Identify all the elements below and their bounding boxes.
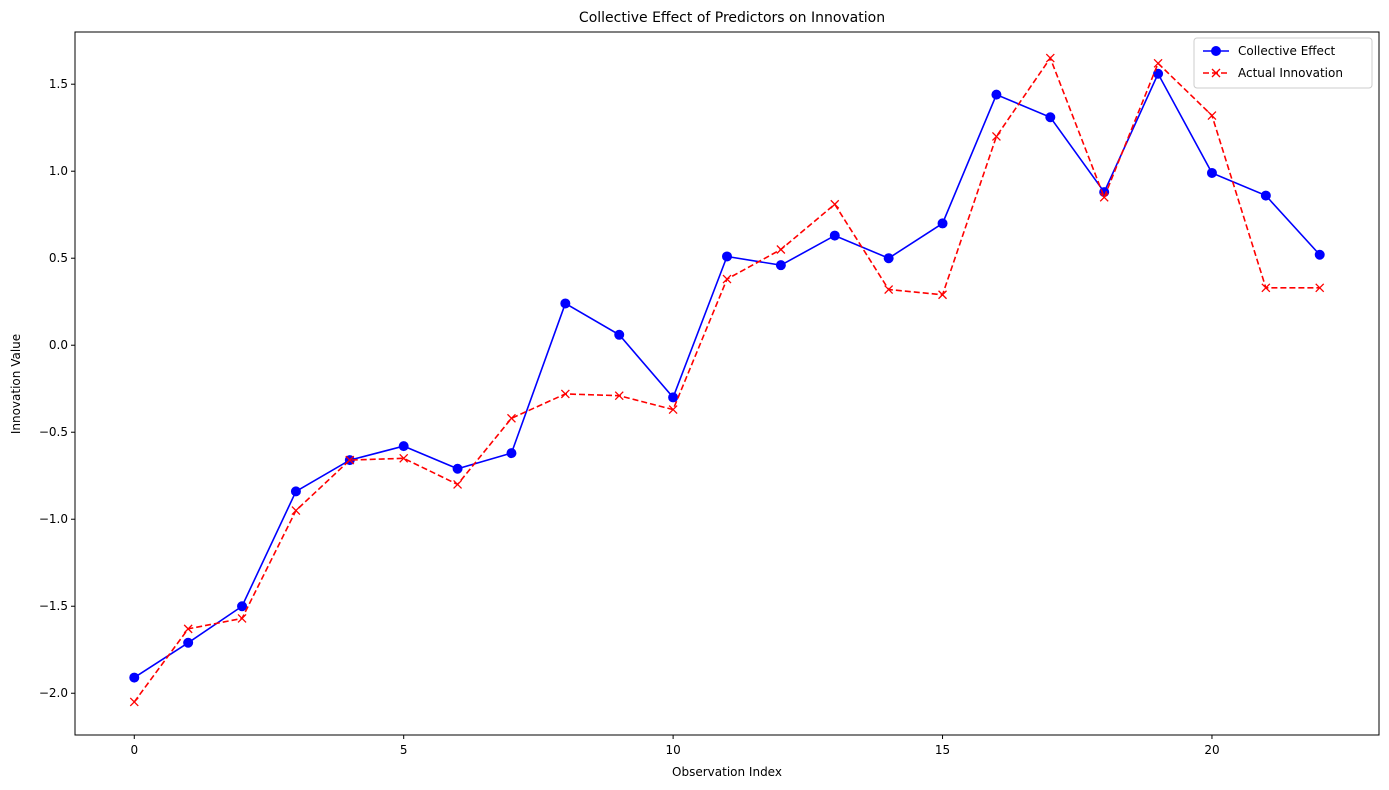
y-axis-ticks: −2.0 −1.5 −1.0 −0.5 0.0 0.5 1.0 1.5: [39, 77, 75, 700]
y-tick-label: −2.0: [39, 686, 68, 700]
data-point-actual-innovation: [345, 455, 355, 465]
data-point-actual-innovation: [668, 405, 678, 415]
y-tick-label: −1.5: [39, 599, 68, 613]
legend-box: [1193, 37, 1373, 89]
series-layer: [129, 53, 1325, 707]
series-markers-collective-effect: [129, 68, 1325, 683]
data-point-actual-innovation: [507, 413, 516, 423]
data-point-collective-effect: [506, 448, 517, 459]
legend-marker-shape: [1211, 68, 1221, 78]
x-tick-label: 10: [665, 743, 680, 757]
data-point-collective-effect: [560, 298, 571, 309]
data-point-collective-effect: [237, 601, 248, 612]
data-point-actual-innovation: [453, 479, 463, 489]
y-tick-label: 0.0: [49, 338, 68, 352]
data-point-actual-innovation: [237, 613, 247, 623]
legend-label-collective-effect: Collective Effect: [1238, 44, 1336, 58]
y-tick-label: −1.0: [39, 512, 68, 526]
data-point-collective-effect: [991, 89, 1002, 100]
data-point-collective-effect: [183, 637, 194, 648]
x-tick-label: 0: [130, 743, 138, 757]
data-point-actual-innovation: [1315, 283, 1325, 293]
y-axis-title: Innovation Value: [9, 334, 23, 434]
data-point-actual-innovation: [1099, 192, 1109, 202]
data-point-actual-innovation: [991, 131, 1001, 141]
legend-marker-collective-effect: [1211, 46, 1221, 56]
data-point-actual-innovation: [1045, 53, 1055, 63]
data-point-actual-innovation: [614, 391, 624, 401]
data-point-collective-effect: [290, 486, 301, 497]
legend-label-actual-innovation: Actual Innovation: [1238, 66, 1343, 80]
data-point-actual-innovation: [1207, 111, 1217, 120]
y-tick-label: 1.5: [49, 77, 68, 91]
data-point-actual-innovation: [399, 453, 409, 463]
data-point-actual-innovation: [938, 290, 947, 300]
y-tick-label: 0.5: [49, 251, 68, 265]
data-point-actual-innovation: [1261, 283, 1271, 293]
data-point-actual-innovation: [776, 245, 786, 254]
data-point-actual-innovation: [722, 274, 732, 284]
x-axis-title: Observation Index: [672, 765, 782, 779]
data-point-actual-innovation: [291, 506, 301, 515]
legend-marker-actual-innovation: [1211, 68, 1221, 78]
data-point-collective-effect: [775, 260, 786, 271]
legend: Collective Effect Actual Innovation: [1193, 37, 1373, 89]
data-point-collective-effect: [398, 441, 409, 452]
data-point-collective-effect: [937, 218, 948, 229]
x-axis-ticks: 0 5 10 15 20: [130, 735, 1220, 757]
data-point-actual-innovation: [183, 624, 193, 634]
data-point-actual-innovation: [129, 697, 139, 707]
data-point-actual-innovation: [1153, 58, 1163, 68]
data-point-collective-effect: [614, 329, 625, 340]
data-point-collective-effect: [1314, 249, 1325, 260]
data-point-collective-effect: [1260, 190, 1271, 201]
data-point-collective-effect: [1153, 68, 1164, 79]
x-tick-label: 5: [400, 743, 408, 757]
y-tick-label: −0.5: [39, 425, 68, 439]
x-tick-label: 20: [1204, 743, 1219, 757]
plot-area: [74, 31, 1380, 736]
legend-marker-shape: [1211, 46, 1221, 56]
y-tick-label: 1.0: [49, 164, 68, 178]
data-point-collective-effect: [722, 251, 732, 262]
data-point-collective-effect: [829, 230, 840, 241]
data-point-actual-innovation: [884, 285, 894, 294]
data-point-collective-effect: [883, 253, 894, 264]
data-point-collective-effect: [452, 463, 463, 474]
x-tick-label: 15: [935, 743, 950, 757]
data-point-collective-effect: [129, 672, 140, 683]
data-point-collective-effect: [1206, 167, 1217, 178]
series-markers-actual-innovation: [129, 53, 1325, 707]
data-point-actual-innovation: [560, 389, 570, 399]
data-point-actual-innovation: [830, 199, 840, 209]
data-point-collective-effect: [1045, 112, 1056, 123]
data-point-collective-effect: [668, 392, 679, 403]
chart-title: Collective Effect of Predictors on Innov…: [579, 10, 885, 26]
